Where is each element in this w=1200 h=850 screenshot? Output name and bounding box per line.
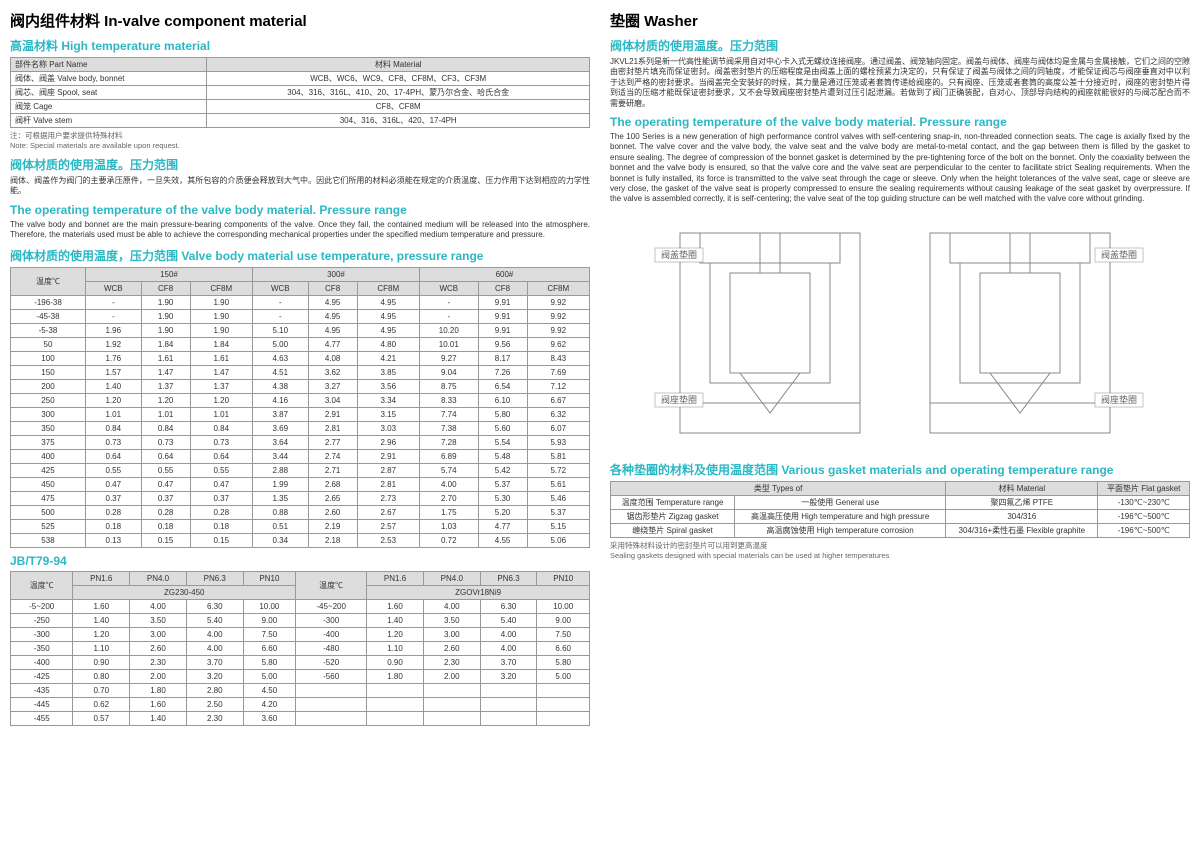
rh2-2: The operating temperature of the valve b… (610, 115, 1190, 129)
table-cell: CF8、CF8M (207, 100, 590, 114)
gh1: 类型 Types of (611, 481, 946, 495)
jbt-t1h: 温度℃ (11, 571, 73, 599)
gh2: 材料 Material (946, 481, 1098, 495)
high-temp-heading: 高温材料 High temperature material (10, 37, 590, 54)
pressure-table: 温度℃ 150# 300# 600# WCBCF8CF8MWCBCF8CF8MW… (10, 267, 590, 548)
jbt-table: 温度℃ PN1.6 PN4.0 PN6.3 PN10 温度℃ PN1.6 PN4… (10, 571, 590, 726)
pn10a: PN10 (243, 571, 295, 585)
para1: 阀体、阀盖作为阀门的主要承压原件，一旦失效，其所包容的介质便会释放到大气中。因此… (10, 176, 590, 197)
table-cell: WCB、WC6、WC9、CF8、CF8M、CF3、CF3M (207, 72, 590, 86)
pn40b: PN4.0 (423, 571, 480, 585)
h2-3: The operating temperature of the valve b… (10, 203, 590, 217)
svg-text:阀座垫圈: 阀座垫圈 (1101, 394, 1137, 405)
table-cell: 304、316、316L、420、17-4PH (207, 114, 590, 128)
jbt-t2h: 温度℃ (296, 571, 367, 599)
rh2-1: 阀体材质的使用温度。压力范围 (610, 37, 1190, 54)
para2: The valve body and bonnet are the main p… (10, 220, 590, 241)
h-mat: 材料 Material (207, 58, 590, 72)
pn63a: PN6.3 (186, 571, 243, 585)
pn63b: PN6.3 (480, 571, 537, 585)
material-table: 部件名称 Part Name材料 Material 阀体、阀盖 Valve bo… (10, 57, 590, 128)
rpara2: The 100 Series is a new generation of hi… (610, 132, 1190, 205)
note2: 采用特殊材料设计的密封垫片可以用到更高温度 Sealing gaskets de… (610, 540, 1190, 560)
right-title: 垫圈 Washer (610, 10, 1190, 31)
table-cell: 304、316、316L、410、20、17-4PH、蒙乃尔合金、哈氏合金 (207, 86, 590, 100)
sub1: ZG230-450 (73, 585, 296, 599)
pn16b: PN1.6 (367, 571, 424, 585)
svg-text:阀盖垫圈: 阀盖垫圈 (1101, 249, 1137, 260)
table-cell: 阀笼 Cage (11, 100, 207, 114)
svg-text:阀盖垫圈: 阀盖垫圈 (661, 249, 697, 260)
svg-text:阀座垫圈: 阀座垫圈 (661, 394, 697, 405)
left-title: 阀内组件材料 In-valve component material (10, 10, 590, 31)
h2-5: JB/T79-94 (10, 554, 590, 568)
g150: 150# (85, 267, 252, 281)
table-cell: 阀芯、阀座 Spool, seat (11, 86, 207, 100)
h-part: 部件名称 Part Name (11, 58, 207, 72)
pn40a: PN4.0 (130, 571, 187, 585)
g600: 600# (419, 267, 589, 281)
temp-h: 温度℃ (11, 267, 86, 295)
gh3: 平面垫片 Flat gasket (1098, 481, 1190, 495)
g300: 300# (252, 267, 419, 281)
table-cell: 阀体、阀盖 Valve body, bonnet (11, 72, 207, 86)
pn10b: PN10 (537, 571, 590, 585)
rpara1: JKVL21系列是新一代高性能调节阀采用自对中心卡入式无螺纹连接阀座。通过阀盖、… (610, 57, 1190, 109)
pn16a: PN1.6 (73, 571, 130, 585)
h2-4: 阀体材质的使用温度，压力范围 Valve body material use t… (10, 247, 590, 264)
h2-2: 阀体材质的使用温度。压力范围 (10, 156, 590, 173)
gasket-table: 类型 Types of 材料 Material 平面垫片 Flat gasket… (610, 481, 1190, 538)
sub2: ZGOVr18Ni9 (367, 585, 590, 599)
note1: 注：可根据用户要求提供特殊材料 Note: Special materials … (10, 130, 590, 150)
rh2-3: 各种垫圈的材料及使用温度范围 Various gasket materials … (610, 461, 1190, 478)
valve-diagrams: 阀盖垫圈 阀座垫圈 阀盖垫圈 阀座垫圈 (610, 213, 1190, 453)
table-cell: 阀杆 Valve stem (11, 114, 207, 128)
